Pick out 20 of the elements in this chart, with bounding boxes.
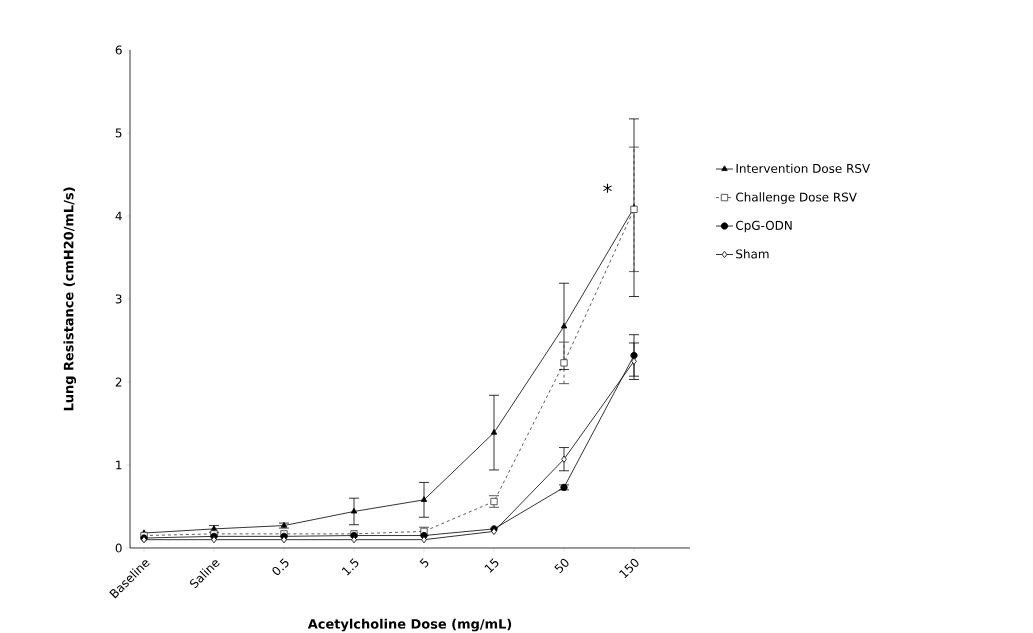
- y-tick-label: 4: [115, 211, 122, 221]
- y-tick-label: 5: [115, 128, 122, 138]
- x-tick-label: 0.5: [272, 558, 289, 575]
- x-tick-label: 50: [554, 558, 569, 574]
- legend-label: Sham: [736, 249, 769, 259]
- legend-label: Intervention Dose RSV: [736, 163, 871, 173]
- annotation: *: [603, 183, 612, 193]
- x-tick-label: 150: [619, 558, 639, 579]
- y-tick-label: 3: [115, 294, 122, 304]
- legend-label: Challenge Dose RSV: [736, 192, 857, 204]
- x-axis-title: Acetylcholine Dose (mg/mL): [307, 618, 512, 632]
- x-tick-label: 1.5: [341, 558, 359, 576]
- y-tick-label: 1: [116, 460, 122, 470]
- y-tick-label: 6: [115, 45, 122, 55]
- x-tick-label: 15: [484, 558, 499, 573]
- y-tick-label: 2: [115, 377, 122, 387]
- legend-label: CpG-ODN: [736, 220, 792, 233]
- y-tick-label: 0: [115, 543, 122, 553]
- y-axis-title: Lung Resistance (cmH20/mL/s): [63, 187, 77, 411]
- x-tick-label: 5: [419, 558, 429, 568]
